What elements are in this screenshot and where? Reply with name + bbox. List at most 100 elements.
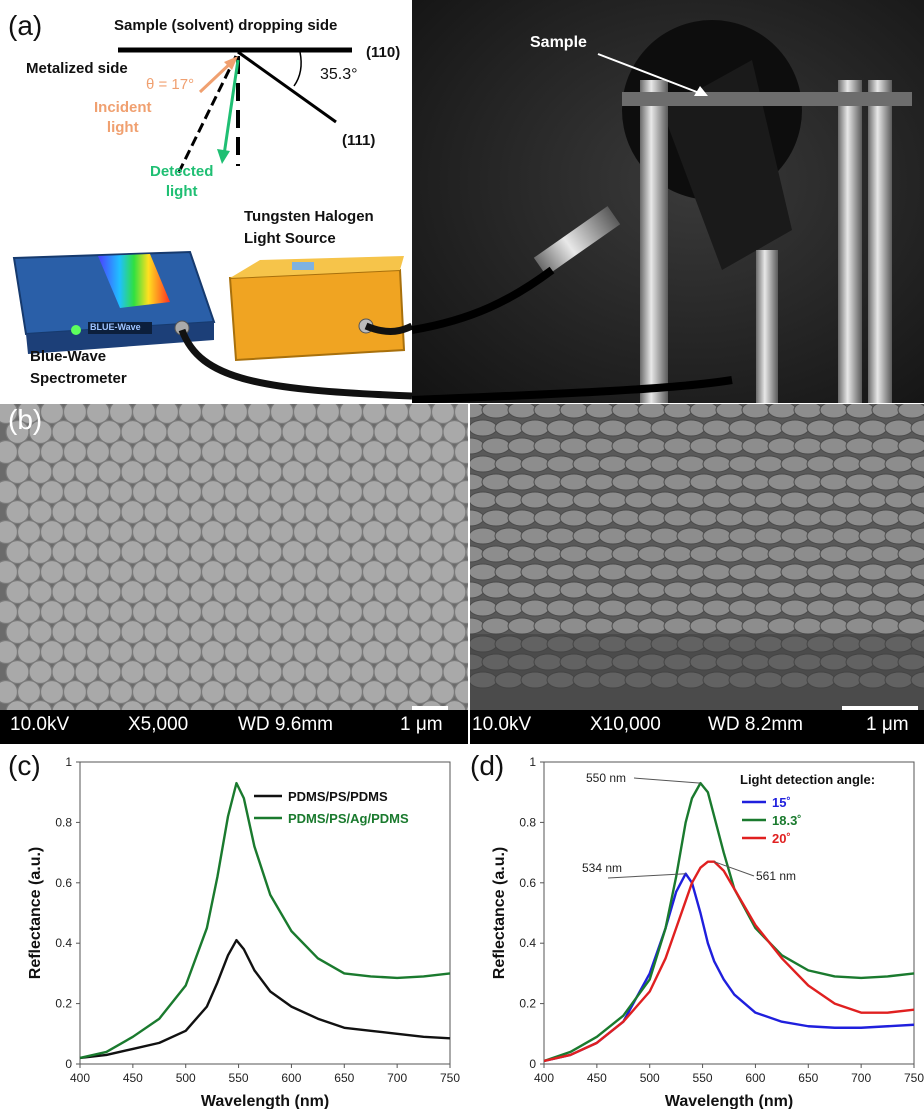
sem-sphere xyxy=(338,599,364,625)
sem-sphere xyxy=(131,559,157,585)
sem-sphere xyxy=(384,559,410,585)
sem-sphere xyxy=(166,419,191,445)
sem-sphere xyxy=(85,439,111,465)
sem-feature xyxy=(845,617,875,635)
sem-feature xyxy=(663,617,693,635)
sem-sphere xyxy=(407,479,433,505)
sem-feature xyxy=(598,563,628,581)
sem-feature xyxy=(884,491,914,509)
sem-sphere xyxy=(281,699,306,710)
sem-feature xyxy=(702,491,732,509)
sem-sphere xyxy=(0,679,19,705)
sem-feature xyxy=(819,437,849,455)
sem-sphere xyxy=(74,659,99,685)
sem-sphere xyxy=(235,459,260,485)
sem-sphere xyxy=(223,559,249,585)
sem-sphere xyxy=(292,639,318,665)
sem-sphere xyxy=(74,419,99,445)
sem-feature xyxy=(559,509,589,527)
sem-sphere xyxy=(453,679,468,705)
sem-feature xyxy=(676,527,706,545)
sem-feature xyxy=(793,545,823,563)
sem-right-kv: 10.0kV xyxy=(472,714,532,735)
x-tick-label: 550 xyxy=(229,1071,249,1085)
sem-sphere xyxy=(327,659,352,685)
sem-feature xyxy=(728,563,758,581)
sem-sphere xyxy=(0,519,19,545)
chart-c: 400 450 500 550 600 650 700 750 0 0.2 0.4 0.6 0.8 1 Wa… xyxy=(27,755,460,1109)
sem-feature xyxy=(741,581,771,599)
sem-sphere xyxy=(212,659,237,685)
angle-35-label: 35.3° xyxy=(320,66,358,83)
sem-feature xyxy=(494,491,524,509)
sem-sphere xyxy=(131,479,157,505)
sem-feature xyxy=(494,563,524,581)
theta-label: θ = 17° xyxy=(146,76,195,93)
sem-sphere xyxy=(396,539,421,565)
sem-feature xyxy=(520,491,550,509)
sem-sphere xyxy=(315,439,341,465)
sem-sphere xyxy=(51,659,76,685)
sem-feature xyxy=(470,599,498,617)
sem-feature xyxy=(832,419,862,437)
devices-illustration xyxy=(12,250,412,400)
y-tick-label: 0.2 xyxy=(55,997,72,1011)
sem-sphere xyxy=(177,479,203,505)
sem-sphere xyxy=(430,479,456,505)
sem-sphere xyxy=(97,499,122,525)
sem-sphere xyxy=(166,659,191,685)
top-label: Sample (solvent) dropping side xyxy=(114,17,338,34)
sem-left-scale: 1 μm xyxy=(400,714,443,735)
sem-sphere xyxy=(62,519,88,545)
sem-sphere xyxy=(120,459,145,485)
sem-sphere xyxy=(292,599,318,625)
sem-sphere xyxy=(419,619,444,645)
sem-feature xyxy=(832,455,862,473)
sem-sphere xyxy=(143,659,168,685)
sem-feature xyxy=(767,545,797,563)
sem-feature xyxy=(624,419,654,437)
sem-sphere xyxy=(97,539,122,565)
sem-feature xyxy=(650,491,680,509)
y-tick-label: 0.8 xyxy=(519,815,536,829)
sem-feature xyxy=(559,617,589,635)
sem-sphere xyxy=(16,559,42,585)
sem-feature xyxy=(858,563,888,581)
x-tick-label: 550 xyxy=(693,1071,713,1085)
sem-sphere xyxy=(246,439,272,465)
sem-sphere xyxy=(97,619,122,645)
y-tick-label: 0.8 xyxy=(55,815,72,829)
sem-sphere xyxy=(200,439,226,465)
sem-feature xyxy=(845,437,875,455)
sem-sphere xyxy=(235,579,260,605)
sem-feature xyxy=(754,491,784,509)
sem-sphere xyxy=(384,679,410,705)
x-tick-label: 400 xyxy=(70,1071,90,1085)
sem-sphere xyxy=(246,639,272,665)
sem-sphere xyxy=(419,499,444,525)
sem-feature xyxy=(481,437,511,455)
sem-sphere xyxy=(223,599,249,625)
sem-feature xyxy=(793,509,823,527)
y-tick-label: 1 xyxy=(529,755,536,769)
sem-info-bar-left: 10.0kV X5,000 WD 9.6mm 1 μm xyxy=(0,706,468,744)
sem-sphere xyxy=(51,499,76,525)
sem-sphere xyxy=(281,419,306,445)
sem-feature xyxy=(572,491,602,509)
sem-right-scalebar xyxy=(842,706,918,710)
sem-sphere xyxy=(258,459,283,485)
sem-feature xyxy=(728,527,758,545)
sem-sphere xyxy=(154,559,180,585)
sample-pointer-head xyxy=(694,86,708,96)
sem-sphere xyxy=(281,539,306,565)
sem-sphere xyxy=(120,419,145,445)
sem-sphere xyxy=(373,459,398,485)
sem-feature xyxy=(520,599,550,617)
halogen-body xyxy=(228,268,406,362)
sem-feature xyxy=(572,527,602,545)
sem-sphere xyxy=(120,619,145,645)
x-axis-label: Wavelength (nm) xyxy=(201,1093,329,1109)
sem-feature xyxy=(702,455,732,473)
sem-feature xyxy=(546,563,576,581)
sem-feature xyxy=(494,419,524,437)
